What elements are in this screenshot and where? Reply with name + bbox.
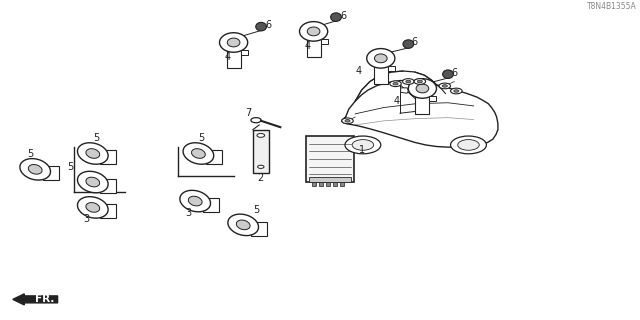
Ellipse shape xyxy=(77,197,108,218)
Text: 2: 2 xyxy=(258,173,264,183)
Bar xyxy=(321,39,328,44)
Ellipse shape xyxy=(86,203,100,212)
Circle shape xyxy=(417,80,422,83)
Circle shape xyxy=(251,118,261,123)
Bar xyxy=(326,182,330,186)
Circle shape xyxy=(390,81,401,87)
Ellipse shape xyxy=(191,149,205,158)
Text: 5: 5 xyxy=(198,133,205,143)
Ellipse shape xyxy=(307,27,320,36)
Text: 3: 3 xyxy=(83,214,90,224)
Ellipse shape xyxy=(227,38,240,47)
Text: 4: 4 xyxy=(394,96,400,106)
Ellipse shape xyxy=(236,220,250,230)
Text: 6: 6 xyxy=(451,68,458,78)
Bar xyxy=(429,96,436,101)
Ellipse shape xyxy=(408,79,436,98)
Text: 6: 6 xyxy=(266,20,272,30)
Text: 7: 7 xyxy=(245,108,252,118)
Ellipse shape xyxy=(228,214,259,236)
Ellipse shape xyxy=(220,33,248,52)
Circle shape xyxy=(258,165,264,168)
Ellipse shape xyxy=(77,143,108,164)
Circle shape xyxy=(345,136,381,154)
Ellipse shape xyxy=(403,40,413,48)
Ellipse shape xyxy=(416,84,429,93)
Circle shape xyxy=(451,88,462,94)
Bar xyxy=(227,50,241,68)
Text: 5: 5 xyxy=(93,133,99,143)
FancyArrow shape xyxy=(13,294,58,305)
Ellipse shape xyxy=(374,54,387,63)
Text: 4: 4 xyxy=(224,52,230,62)
Bar xyxy=(241,50,248,55)
Circle shape xyxy=(458,140,479,150)
Bar xyxy=(42,166,59,180)
Bar xyxy=(253,130,269,172)
Circle shape xyxy=(342,118,353,124)
Circle shape xyxy=(393,83,398,85)
Ellipse shape xyxy=(20,159,51,180)
Ellipse shape xyxy=(367,49,395,68)
Ellipse shape xyxy=(86,177,100,187)
Polygon shape xyxy=(401,88,408,93)
Ellipse shape xyxy=(183,143,214,164)
Text: 5: 5 xyxy=(67,162,74,172)
Bar xyxy=(307,39,321,57)
Bar xyxy=(333,182,337,186)
Circle shape xyxy=(451,136,486,154)
Text: 6: 6 xyxy=(340,11,347,20)
Text: 1: 1 xyxy=(358,145,365,155)
Circle shape xyxy=(352,140,374,150)
Text: 4: 4 xyxy=(355,66,362,76)
Ellipse shape xyxy=(180,190,211,212)
Circle shape xyxy=(257,133,265,137)
Text: T8N4B1355A: T8N4B1355A xyxy=(587,2,637,11)
Bar xyxy=(100,150,116,164)
Text: 5: 5 xyxy=(253,204,259,215)
Circle shape xyxy=(439,83,451,89)
Bar xyxy=(388,66,395,71)
Ellipse shape xyxy=(188,196,202,206)
Bar xyxy=(306,136,354,182)
Bar xyxy=(206,150,222,164)
Ellipse shape xyxy=(77,171,108,193)
Bar xyxy=(100,179,116,193)
Ellipse shape xyxy=(443,70,453,78)
Text: 3: 3 xyxy=(186,208,192,218)
Bar xyxy=(374,66,388,84)
Bar xyxy=(312,182,316,186)
Bar xyxy=(319,182,323,186)
Bar xyxy=(309,177,351,182)
Ellipse shape xyxy=(28,164,42,174)
Ellipse shape xyxy=(86,149,100,158)
Text: 6: 6 xyxy=(412,37,418,47)
Text: 4: 4 xyxy=(304,41,310,51)
Bar xyxy=(100,204,116,218)
Circle shape xyxy=(345,120,350,122)
Bar xyxy=(340,182,344,186)
Circle shape xyxy=(406,80,411,83)
Ellipse shape xyxy=(300,22,328,41)
Ellipse shape xyxy=(331,13,341,21)
Circle shape xyxy=(414,79,426,84)
Circle shape xyxy=(454,90,459,92)
Text: FR.: FR. xyxy=(35,294,54,304)
Bar xyxy=(415,96,429,114)
Circle shape xyxy=(403,79,414,84)
Text: 5: 5 xyxy=(27,149,33,159)
Bar xyxy=(202,198,219,212)
Ellipse shape xyxy=(256,22,266,31)
Circle shape xyxy=(442,85,447,87)
Bar xyxy=(251,221,267,236)
